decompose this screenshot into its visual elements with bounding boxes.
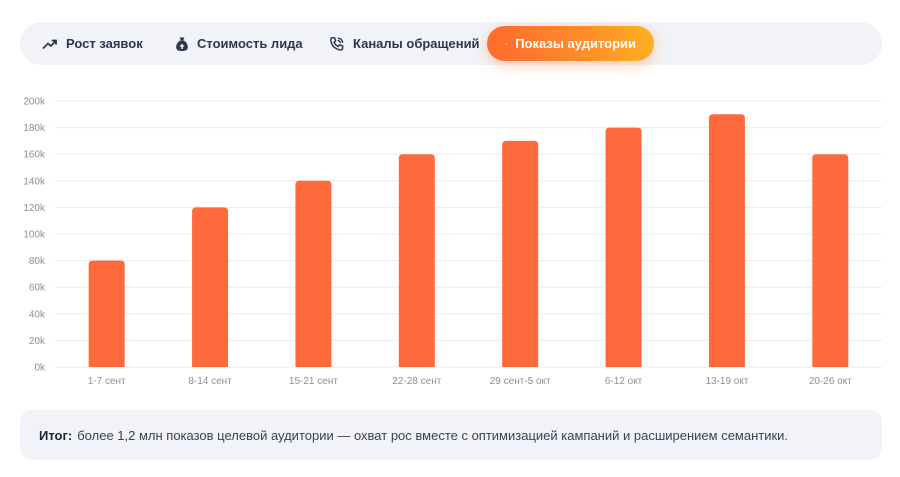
chart-tabs: Рост заявок Стоимость лида Каналы обраще… (20, 22, 882, 65)
x-tick-label: 8-14 сент (188, 376, 232, 387)
tab-audience-impressions[interactable]: Показы аудитории (487, 26, 654, 61)
y-tick-label: 20k (29, 336, 46, 347)
bar[interactable] (708, 114, 745, 367)
x-tick-label: 22-28 сент (392, 376, 441, 387)
x-tick-label: 13-19 окт (705, 376, 748, 387)
y-axis-ticks: 0k 20k 40k 60k 80k 100k 120k 140k 160k 180k 200k (23, 97, 46, 374)
y-tick-label: 100k (23, 230, 46, 241)
bar[interactable] (398, 154, 435, 367)
x-tick-label: 29 сент-5 окт (490, 376, 551, 387)
y-tick-label: 180k (23, 123, 46, 134)
tab-label: Каналы обращений (353, 36, 480, 51)
x-axis-ticks: 1-7 сент 8-14 сент 15-21 сент 22-28 сент 29 … (88, 376, 852, 387)
bars (88, 114, 849, 367)
y-tick-label: 0k (34, 363, 46, 374)
y-tick-label: 140k (23, 176, 46, 187)
bar[interactable] (502, 140, 539, 367)
tab-lead-cost[interactable]: Стоимость лида (157, 26, 321, 61)
x-tick-label: 20-26 окт (809, 376, 852, 387)
tab-request-channels[interactable]: Каналы обращений (311, 26, 498, 61)
phone-call-icon (330, 36, 344, 51)
grid-lines (55, 100, 882, 368)
eye-icon (505, 42, 508, 45)
y-tick-label: 160k (23, 150, 46, 161)
summary-panel: Итог: более 1,2 млн показов целевой ауди… (20, 410, 882, 460)
bar[interactable] (812, 154, 849, 367)
x-tick-label: 6-12 окт (605, 376, 643, 387)
x-tick-label: 1-7 сент (88, 376, 126, 387)
tab-label: Показы аудитории (515, 36, 636, 51)
bar[interactable] (605, 127, 642, 367)
x-tick-label: 15-21 сент (289, 376, 338, 387)
y-tick-label: 40k (29, 309, 46, 320)
tab-requests-growth[interactable]: Рост заявок (24, 26, 161, 61)
summary-label: Итог: (39, 427, 73, 443)
trending-up-icon (42, 39, 57, 49)
bar[interactable] (192, 207, 229, 367)
tab-label: Рост заявок (66, 36, 143, 51)
y-tick-label: 60k (29, 283, 46, 294)
y-tick-label: 120k (23, 203, 46, 214)
bar[interactable] (295, 180, 332, 367)
summary-text: более 1,2 млн показов целевой аудитории … (77, 427, 789, 443)
tab-label: Стоимость лида (197, 36, 303, 51)
y-tick-label: 80k (29, 256, 46, 267)
y-tick-label: 200k (23, 97, 46, 108)
bar[interactable] (88, 260, 125, 367)
impressions-bar-chart: 0k 20k 40k 60k 80k 100k 120k 140k 160k 180k 200k 1… (23, 97, 882, 387)
money-bag-icon (176, 37, 188, 51)
